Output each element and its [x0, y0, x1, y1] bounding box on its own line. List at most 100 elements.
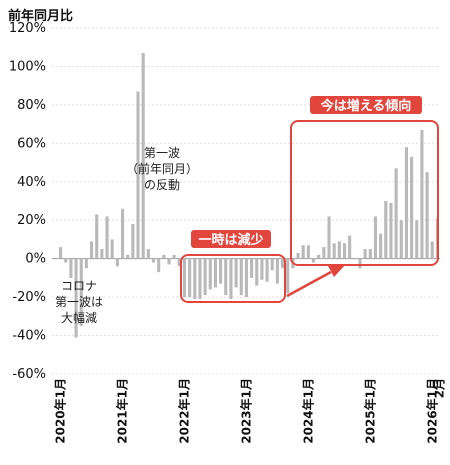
bar	[131, 224, 135, 259]
bar	[306, 245, 310, 259]
bar	[368, 249, 372, 259]
bar	[353, 258, 357, 260]
y-axis-unit-label: 前年同月比	[8, 8, 73, 24]
bar	[157, 258, 161, 273]
callout-temporary-drop-label-bg	[191, 230, 271, 248]
bar	[348, 235, 352, 259]
bar	[146, 249, 150, 259]
bar	[399, 220, 403, 259]
annotation-rebound-line-3: の反動	[144, 178, 180, 192]
bar	[172, 254, 176, 259]
y-tick-label: -60%	[12, 367, 46, 382]
annotation-covid-drop: コロナ 第一波は 大幅減	[55, 279, 103, 325]
trend-arrow	[286, 264, 346, 298]
bar	[115, 258, 119, 267]
bar	[384, 201, 388, 259]
bar	[332, 243, 336, 259]
bar	[317, 254, 321, 259]
trend-arrow-shaft	[286, 270, 332, 298]
x-tick-label: 2月	[432, 378, 446, 398]
bar	[141, 52, 145, 259]
x-tick-label: 2023年1月	[238, 378, 253, 444]
bar	[234, 258, 238, 288]
annotation-rebound-line-2: （前年同月）	[126, 161, 198, 176]
y-axis-ticks: 120% 100% 80% 60% 40% 20% 0% -20% -40% -60%	[9, 21, 46, 382]
x-tick-label: 2022年1月	[177, 378, 192, 444]
bar	[270, 258, 274, 271]
bars	[59, 52, 439, 338]
bar	[394, 168, 398, 259]
bar	[327, 216, 331, 259]
gridlines	[52, 27, 440, 375]
bar	[260, 258, 264, 280]
bar	[126, 254, 130, 259]
bar	[188, 258, 192, 298]
bar	[286, 258, 290, 294]
y-tick-label: 80%	[17, 98, 46, 113]
y-tick-label: 0%	[25, 252, 46, 267]
trend-arrow-head	[328, 264, 346, 277]
bar	[105, 216, 109, 259]
bar	[373, 216, 378, 259]
bar	[239, 258, 243, 296]
bar	[322, 247, 326, 259]
bar	[90, 241, 94, 259]
bar	[301, 245, 305, 259]
y-tick-label: 40%	[17, 175, 46, 190]
y-tick-label: -20%	[12, 290, 46, 305]
bar	[358, 258, 362, 269]
bar	[203, 258, 207, 296]
bar	[219, 258, 223, 284]
bar	[74, 258, 78, 338]
bar	[250, 258, 254, 278]
bar	[265, 258, 269, 282]
bar	[177, 258, 181, 267]
bar	[420, 129, 424, 259]
x-tick-label: 2025年1月	[362, 378, 377, 444]
annotation-covid-line-3: 大幅減	[61, 310, 97, 325]
bar	[136, 91, 140, 259]
bar	[229, 258, 233, 300]
bar	[69, 258, 73, 278]
bar	[296, 252, 300, 259]
y-tick-label: -40%	[12, 329, 46, 344]
bar	[404, 147, 408, 259]
bar	[425, 172, 429, 259]
bar	[198, 258, 202, 300]
x-tick-label: 2024年1月	[300, 378, 315, 444]
y-tick-label: 100%	[9, 59, 46, 74]
annotation-first-wave-rebound: 第一波 （前年同月） の反動	[126, 146, 198, 192]
bar	[84, 258, 88, 269]
annotation-covid-line-1: コロナ	[61, 279, 97, 293]
bar	[95, 214, 99, 259]
bar	[275, 258, 279, 284]
bar	[244, 258, 248, 298]
bar	[379, 233, 383, 259]
bar	[389, 202, 393, 259]
callout-increasing-trend: 今は増える傾向	[290, 96, 439, 266]
bar	[281, 258, 285, 269]
bar	[151, 258, 156, 263]
y-tick-label: 20%	[17, 213, 46, 228]
bar	[110, 239, 114, 259]
bar	[224, 258, 228, 296]
bar	[410, 156, 414, 259]
bar	[255, 258, 259, 286]
callout-increasing-trend-box	[290, 120, 439, 266]
annotation-rebound-line-1: 第一波	[144, 146, 180, 160]
bar	[167, 258, 171, 265]
bar	[59, 247, 63, 259]
x-tick-label: 2021年1月	[115, 378, 130, 444]
bar	[311, 258, 316, 263]
annotation-covid-line-2: 第一波は	[55, 295, 103, 309]
bar	[342, 243, 347, 259]
bar	[182, 258, 187, 298]
bar	[363, 249, 367, 259]
bar	[337, 241, 341, 259]
callout-temporary-drop-label: 一時は減少	[198, 232, 263, 248]
y-tick-label: 120%	[9, 21, 46, 36]
bar	[120, 208, 125, 259]
callout-temporary-drop: 一時は減少	[180, 230, 286, 303]
y-tick-label: 60%	[17, 136, 46, 151]
